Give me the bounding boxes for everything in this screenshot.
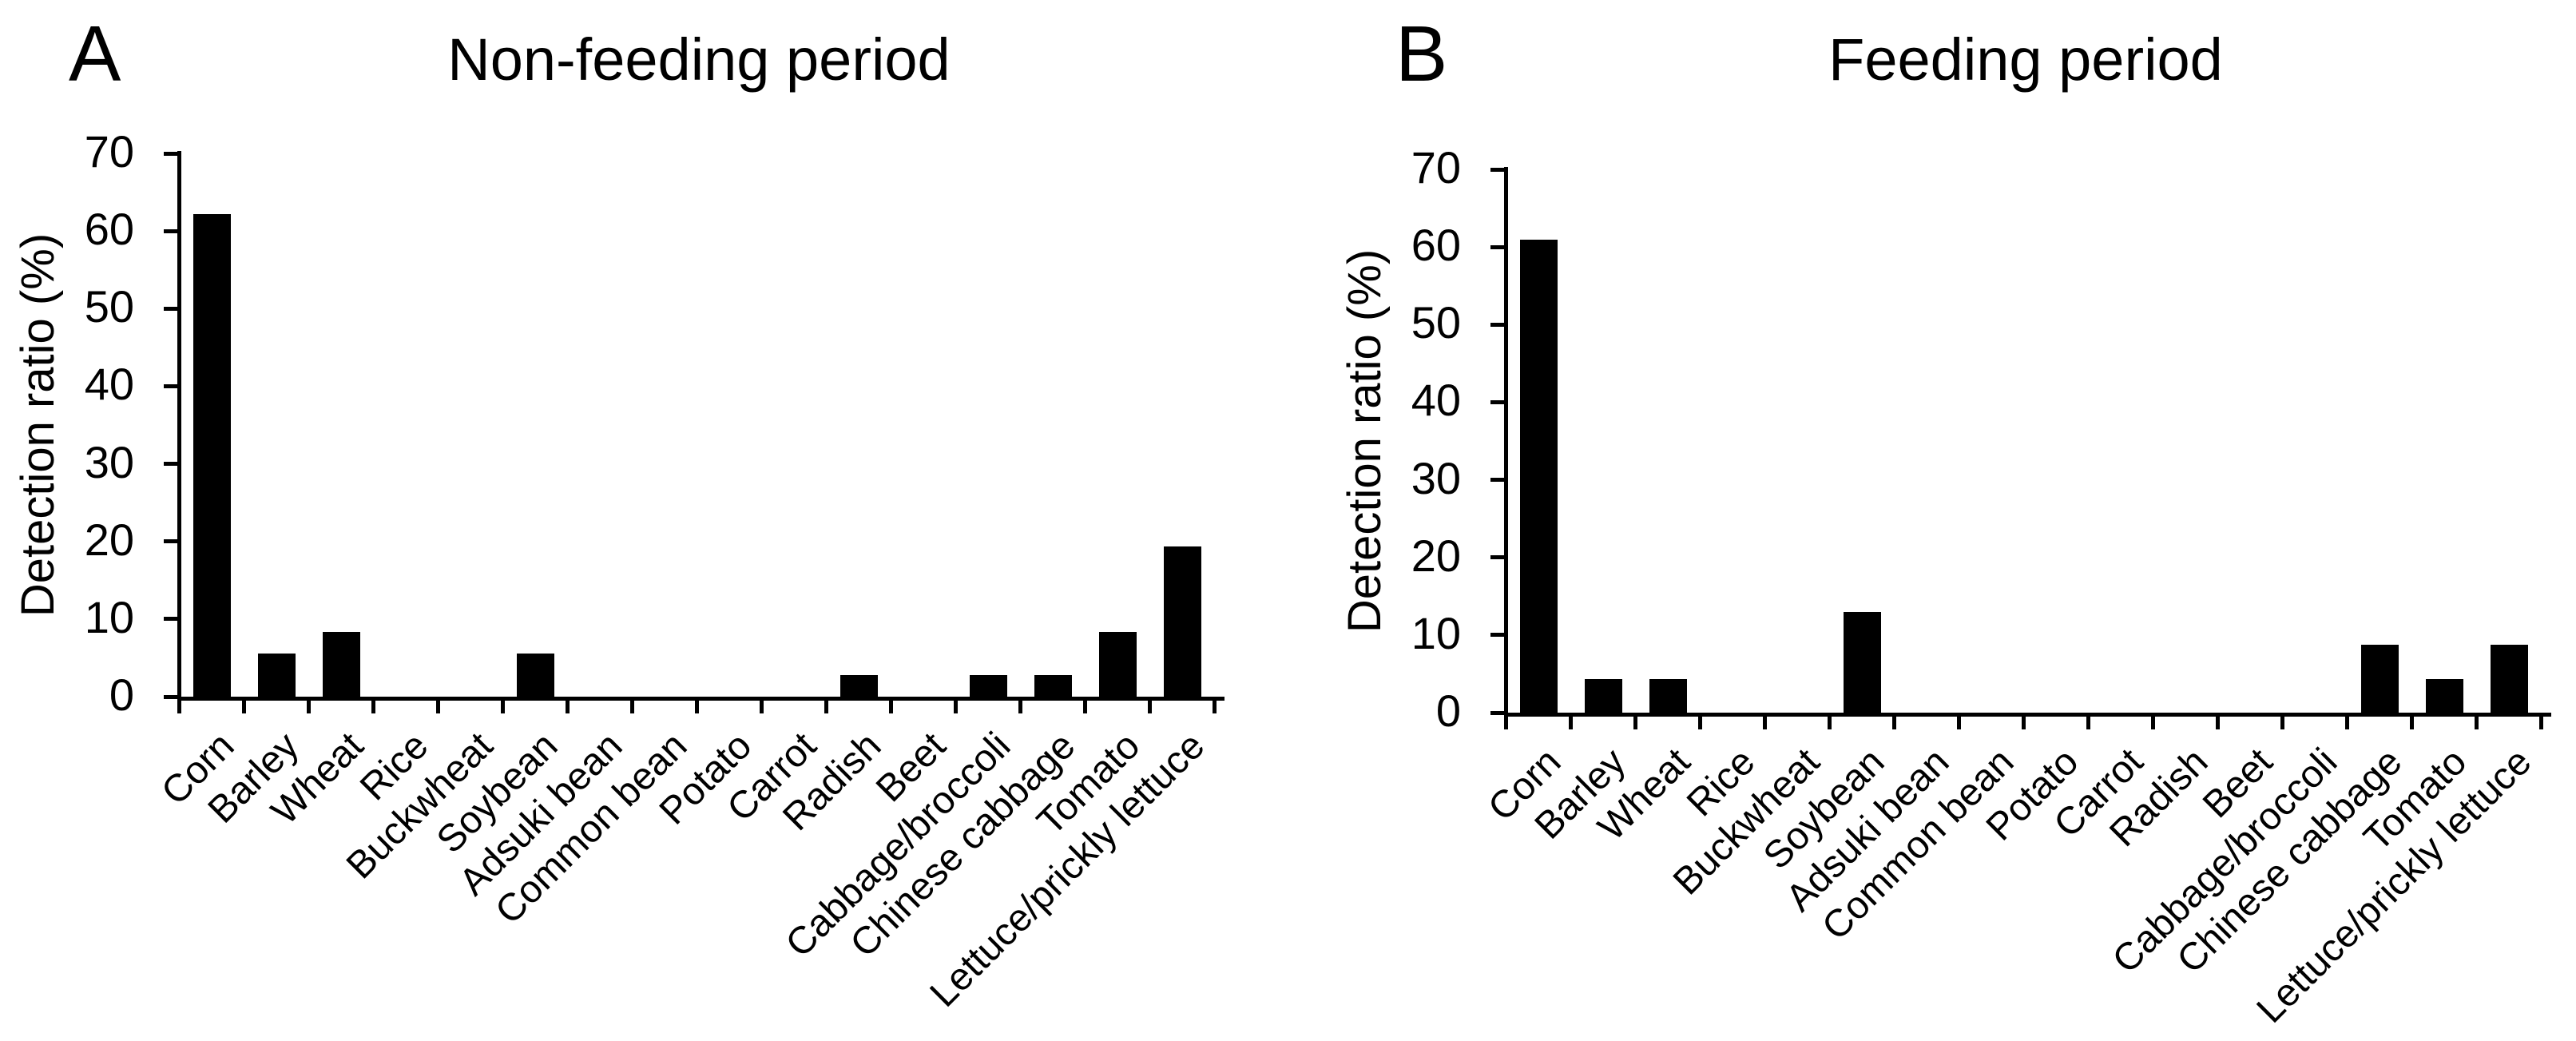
x-tick-mark-11 — [2216, 717, 2220, 729]
x-tick-mark-9 — [760, 701, 764, 713]
y-tick-label-40: 40 — [84, 359, 134, 410]
chart-title-feeding: Feeding period — [1828, 26, 2223, 93]
y-tick-label-50: 50 — [84, 281, 134, 332]
bar-cabbage-broccoli — [969, 674, 1007, 697]
bar-chinese-cabbage — [2360, 645, 2399, 713]
panel-letter-b: B — [1395, 10, 1448, 97]
y-tick-mark-20 — [164, 539, 177, 544]
x-tick-mark-16 — [2539, 717, 2543, 729]
x-tick-mark-5 — [1828, 717, 1832, 729]
x-tick-mark-7 — [630, 701, 634, 713]
y-tick-mark-60 — [1490, 244, 1504, 249]
y-tick-mark-50 — [1490, 322, 1504, 327]
bar-wheat — [322, 632, 360, 697]
y-tick-mark-40 — [164, 383, 177, 388]
y-tick-mark-0 — [164, 694, 177, 699]
bar-tomato — [2425, 679, 2463, 713]
x-tick-mark-15 — [2475, 717, 2479, 729]
x-tick-mark-0 — [177, 701, 181, 713]
x-tick-mark-13 — [2345, 717, 2349, 729]
y-tick-label-50: 50 — [1411, 297, 1461, 348]
y-tick-label-70: 70 — [1411, 142, 1461, 193]
x-tick-mark-3 — [371, 701, 375, 713]
chart-title-non-feeding: Non-feeding period — [447, 26, 951, 93]
y-tick-label-40: 40 — [1411, 375, 1461, 426]
bar-corn — [193, 213, 231, 697]
y-tick-label-0: 0 — [109, 669, 134, 720]
bar-soybean — [1843, 611, 1881, 713]
x-axis-line — [177, 697, 1224, 701]
y-tick-label-30: 30 — [1411, 452, 1461, 503]
x-tick-mark-14 — [1083, 701, 1087, 713]
plot-area-non-feeding: 0 10 20 30 40 50 60 70 Corn Barley Wheat Rice Buckwh… — [0, 0, 1249, 1041]
y-tick-mark-70 — [1490, 167, 1504, 172]
bar-lettuce-prickly-lettuce — [2490, 645, 2528, 713]
y-tick-mark-50 — [164, 306, 177, 311]
x-tick-mark-0 — [1504, 717, 1508, 729]
panel-non-feeding-period: A Non-feeding period Detection ratio (%)… — [0, 0, 1249, 1041]
x-tick-mark-10 — [2151, 717, 2155, 729]
y-tick-label-20: 20 — [84, 514, 134, 565]
y-tick-mark-10 — [164, 617, 177, 622]
x-tick-mark-2 — [307, 701, 311, 713]
bar-radish — [839, 674, 878, 697]
y-tick-mark-30 — [164, 462, 177, 467]
x-tick-mark-15 — [1148, 701, 1152, 713]
bar-barley — [1584, 679, 1622, 713]
x-tick-mark-13 — [1018, 701, 1022, 713]
bar-lettuce-prickly-lettuce — [1163, 546, 1201, 697]
y-tick-mark-30 — [1490, 478, 1504, 483]
x-tick-mark-4 — [1763, 717, 1767, 729]
x-tick-mark-6 — [566, 701, 570, 713]
y-tick-label-70: 70 — [84, 126, 134, 177]
y-tick-label-60: 60 — [84, 204, 134, 255]
bar-chinese-cabbage — [1034, 674, 1072, 697]
y-tick-label-20: 20 — [1411, 530, 1461, 581]
bar-barley — [257, 653, 296, 697]
x-tick-mark-9 — [2086, 717, 2090, 729]
y-axis-line — [177, 151, 181, 697]
y-tick-label-10: 10 — [1411, 607, 1461, 658]
x-tick-mark-5 — [501, 701, 505, 713]
y-tick-label-30: 30 — [84, 436, 134, 487]
y-tick-mark-70 — [164, 151, 177, 156]
x-tick-mark-16 — [1213, 701, 1217, 713]
y-tick-label-10: 10 — [84, 591, 134, 642]
y-tick-mark-20 — [1490, 555, 1504, 560]
y-tick-mark-60 — [164, 228, 177, 233]
panel-letter-a: A — [69, 10, 121, 97]
x-tick-mark-11 — [889, 701, 893, 713]
x-tick-mark-12 — [954, 701, 958, 713]
y-tick-mark-10 — [1490, 633, 1504, 638]
x-tick-mark-12 — [2280, 717, 2284, 729]
y-tick-mark-40 — [1490, 399, 1504, 404]
bar-tomato — [1098, 632, 1137, 697]
x-axis-line — [1504, 713, 2551, 717]
x-tick-mark-3 — [1698, 717, 1702, 729]
bar-corn — [1519, 240, 1558, 713]
x-tick-mark-10 — [824, 701, 828, 713]
y-tick-label-0: 0 — [1435, 685, 1461, 736]
y-tick-mark-0 — [1490, 710, 1504, 715]
x-tick-mark-8 — [695, 701, 699, 713]
bar-wheat — [1649, 679, 1687, 713]
x-tick-mark-4 — [436, 701, 440, 713]
y-axis-line — [1504, 167, 1508, 713]
x-tick-mark-1 — [242, 701, 246, 713]
bar-soybean — [516, 653, 554, 697]
x-tick-mark-14 — [2410, 717, 2414, 729]
y-tick-label-60: 60 — [1411, 220, 1461, 271]
panel-feeding-period: B Feeding period Detection ratio (%) 0 10… — [1327, 0, 2576, 1041]
x-tick-mark-7 — [1957, 717, 1961, 729]
plot-area-feeding: 0 10 20 30 40 50 60 70 Corn Barley Wheat Rice Buckwh… — [1327, 0, 2576, 1041]
x-tick-mark-6 — [1892, 717, 1896, 729]
x-tick-mark-8 — [2022, 717, 2026, 729]
x-tick-mark-1 — [1569, 717, 1573, 729]
x-tick-mark-2 — [1633, 717, 1637, 729]
